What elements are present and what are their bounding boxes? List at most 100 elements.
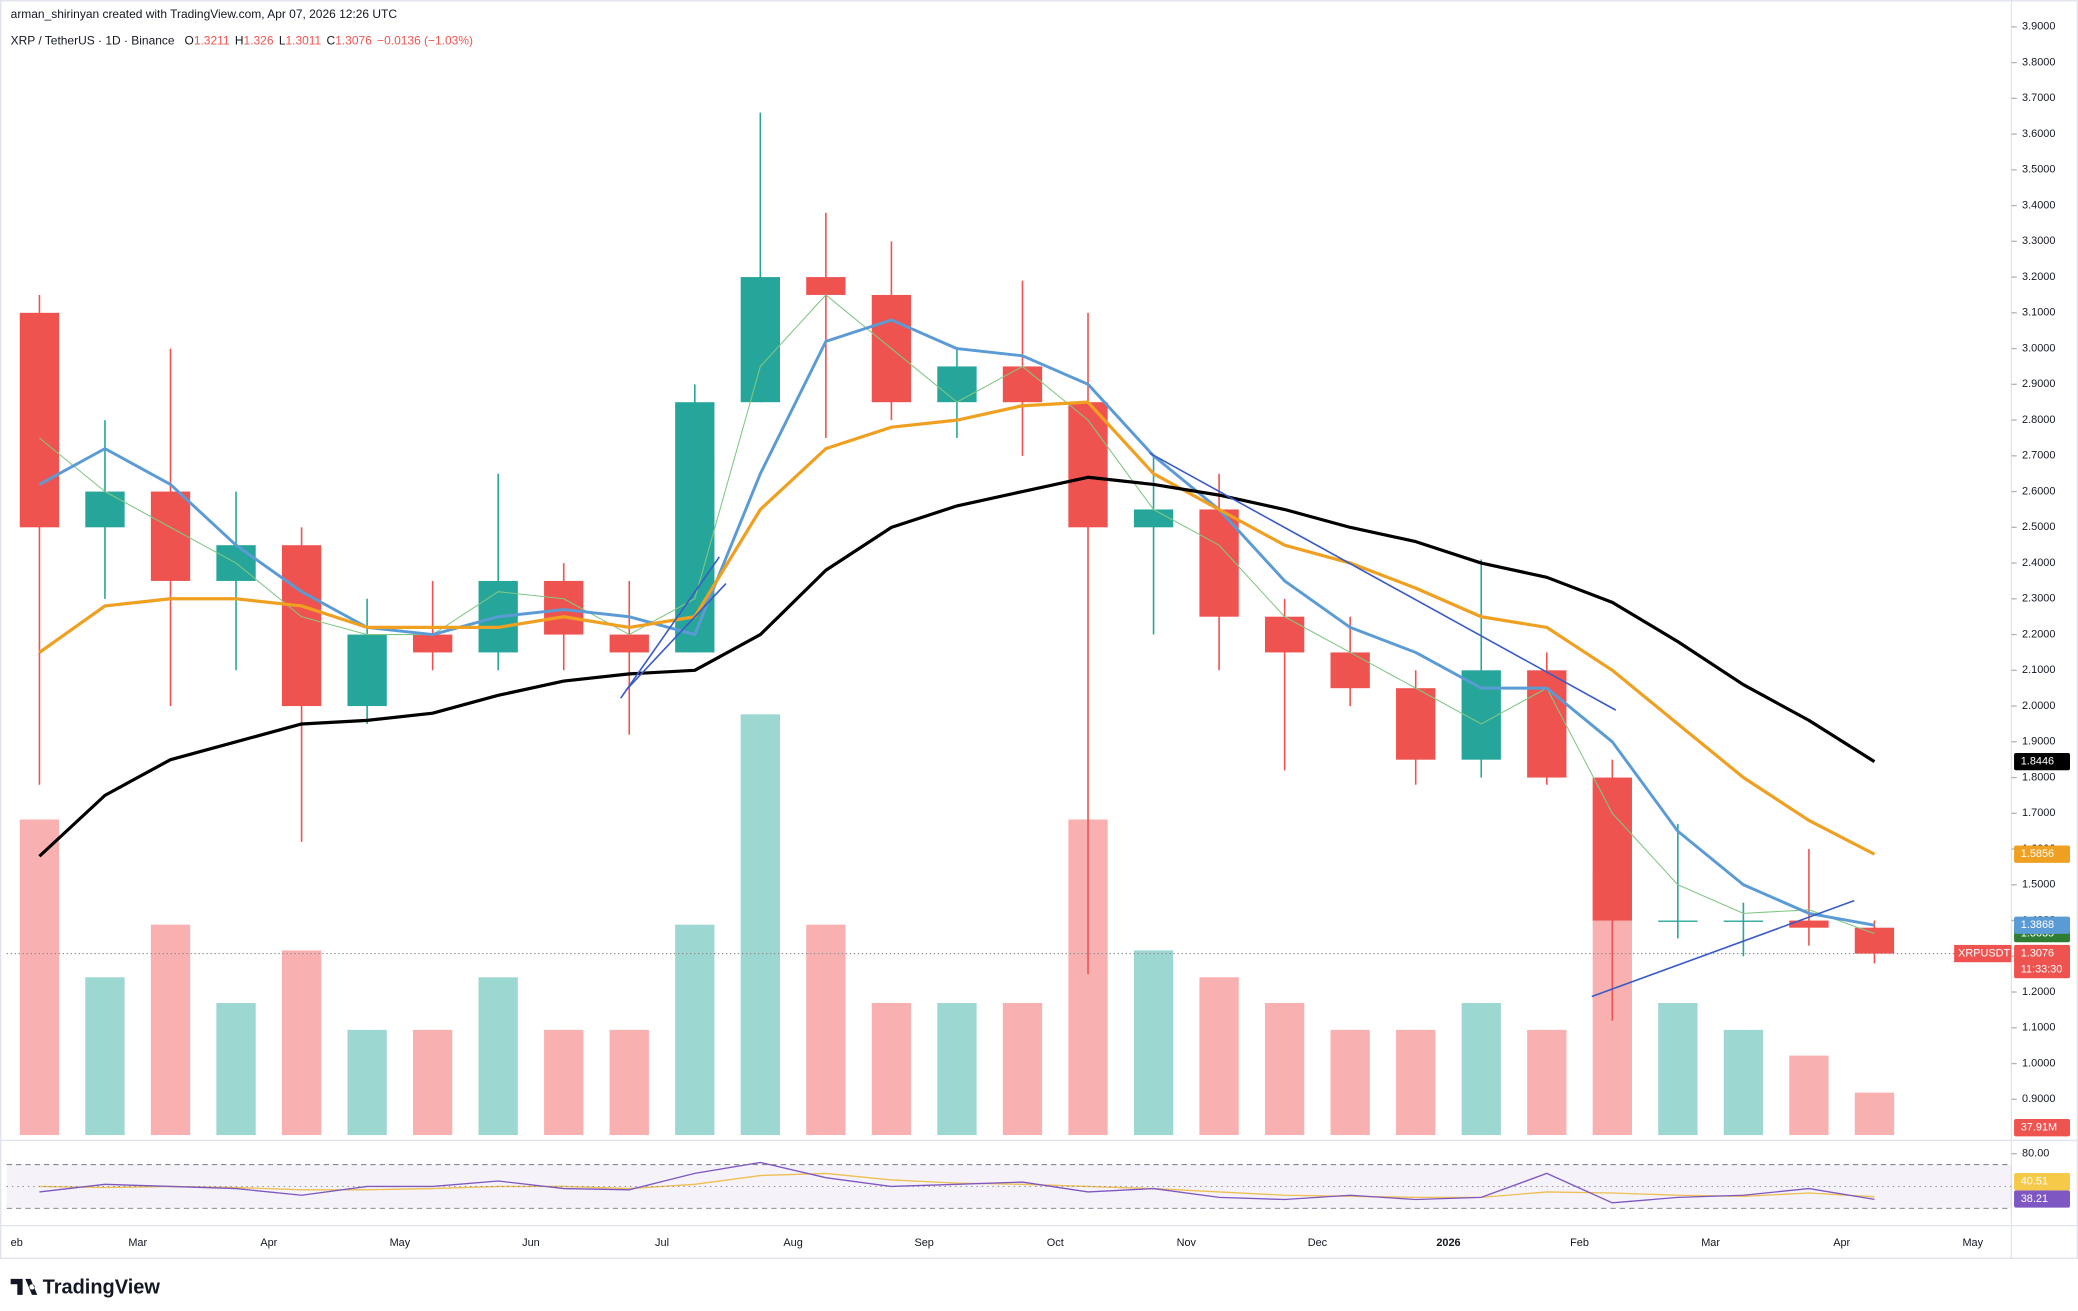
y-tick-label: 2.2000 xyxy=(2022,628,2055,640)
x-tick-label: Apr xyxy=(260,1237,277,1249)
ohlc-value: 1.3011 xyxy=(285,34,321,48)
legend-gap xyxy=(179,34,182,48)
volume-bar xyxy=(675,924,715,1136)
price-tag xyxy=(2014,944,2071,979)
y-tick-label: 1.0000 xyxy=(2022,1057,2055,1069)
y-tick-label: 0.9000 xyxy=(2022,1093,2055,1105)
brand-logo xyxy=(10,1278,38,1295)
volume-bar xyxy=(544,1029,584,1136)
last-price-label: 1.3076 xyxy=(2021,947,2054,959)
y-tick-label: 2.8000 xyxy=(2022,414,2055,426)
candle-body xyxy=(1461,670,1501,760)
y-tick-label: 3.5000 xyxy=(2022,164,2055,176)
volume-bar xyxy=(1133,950,1174,1136)
trend-lines xyxy=(620,452,1855,998)
candle-body xyxy=(1002,366,1043,403)
brand: TradingView xyxy=(10,1277,160,1299)
candle-body xyxy=(281,545,322,707)
volume-bar xyxy=(1264,1003,1305,1136)
candle-body xyxy=(544,580,584,635)
y-tick-label: 2.5000 xyxy=(2022,521,2055,533)
candle-body xyxy=(1854,927,1895,954)
symbol-tag: XRPUSDT xyxy=(1958,947,2010,959)
x-tick-label: Jun xyxy=(522,1237,540,1249)
change: −0.0136 (−1.03%) xyxy=(377,34,473,48)
volume-bar xyxy=(281,950,322,1136)
candle-body xyxy=(1658,920,1698,922)
candle-body xyxy=(1199,509,1239,617)
trend-line xyxy=(620,556,720,699)
volume-bar xyxy=(1330,1029,1370,1136)
volume-bar xyxy=(1527,1029,1567,1136)
y-tick-label: 3.1000 xyxy=(2022,307,2055,319)
candle-body xyxy=(806,277,846,295)
volume-tag: 37.91M xyxy=(2021,1122,2057,1134)
x-tick-label: Nov xyxy=(1177,1237,1197,1249)
rsi-tag-bg xyxy=(2014,1190,2071,1208)
moving-average xyxy=(38,318,1875,927)
symbol-title: XRP / TetherUS · 1D · Binance xyxy=(11,34,175,48)
rsi-tick-label: 80.00 xyxy=(2022,1148,2049,1160)
x-tick-label: May xyxy=(390,1237,411,1249)
volume-bar xyxy=(1002,1003,1043,1136)
ohlc-key: O xyxy=(185,34,194,48)
volume-bar xyxy=(216,1003,256,1136)
price-tag-label: 1.8446 xyxy=(2021,756,2054,768)
y-tick-label: 3.8000 xyxy=(2022,56,2055,68)
price-tag-label: 1.5856 xyxy=(2021,848,2054,860)
trend-line xyxy=(1149,452,1617,711)
candle-body xyxy=(347,634,387,707)
y-tick-label: 3.9000 xyxy=(2022,21,2055,33)
moving-average xyxy=(38,400,1876,856)
candle-body xyxy=(150,491,191,581)
candle-body xyxy=(1330,652,1370,689)
price-tag xyxy=(2014,916,2071,934)
volume-bar xyxy=(609,1029,649,1136)
x-tick-label: Oct xyxy=(1047,1237,1064,1249)
candle-body xyxy=(1723,920,1764,922)
price-tag-label: 1.3868 xyxy=(2021,919,2054,931)
candle-body xyxy=(1789,920,1829,928)
candle-body xyxy=(1592,777,1632,921)
y-tick-label: 2.0000 xyxy=(2022,700,2055,712)
y-tick-label: 3.2000 xyxy=(2022,271,2055,283)
y-tick-label: 1.7000 xyxy=(2022,807,2055,819)
candle-body xyxy=(19,312,60,528)
y-tick-label: 2.7000 xyxy=(2022,450,2055,462)
ohlc-key: L xyxy=(279,34,286,48)
y-tick-label: 2.3000 xyxy=(2022,593,2055,605)
y-tick-label: 1.5000 xyxy=(2022,879,2055,891)
y-tick-label: 3.3000 xyxy=(2022,235,2055,247)
x-tick-label: May xyxy=(1962,1237,1983,1249)
volume-bar xyxy=(871,1003,912,1136)
y-tick-label: 1.1000 xyxy=(2022,1022,2055,1034)
volume-bar xyxy=(937,1003,977,1136)
volume-bar xyxy=(478,977,518,1136)
x-tick-label: Dec xyxy=(1308,1237,1328,1249)
ohlc-value: 1.326 xyxy=(244,34,274,48)
volume-bar xyxy=(806,924,846,1136)
y-tick-label: 1.8000 xyxy=(2022,771,2055,783)
x-tick-label: Feb xyxy=(1570,1237,1589,1249)
candle-body xyxy=(609,634,649,653)
volume-bar xyxy=(740,714,780,1136)
volume-bar xyxy=(1199,977,1239,1136)
volume-bar xyxy=(412,1029,453,1136)
y-tick-label: 2.9000 xyxy=(2022,378,2055,390)
volume-bar xyxy=(1396,1029,1436,1136)
candle-body xyxy=(740,277,780,403)
candle-body xyxy=(85,491,125,528)
y-tick-label: 3.6000 xyxy=(2022,128,2055,140)
symbol-tag-bg xyxy=(1954,944,2012,963)
price-tag xyxy=(2014,845,2071,863)
volume-bar xyxy=(1789,1055,1829,1136)
volume-bar xyxy=(19,819,60,1136)
moving-average xyxy=(39,294,1875,935)
credit: arman_shirinyan created with TradingView… xyxy=(11,7,398,21)
rsi-tag-bg xyxy=(2014,1173,2071,1191)
volume-bar xyxy=(1461,1003,1501,1136)
ohlc-value: 1.3211 xyxy=(194,34,230,48)
x-tick-label: Jul xyxy=(655,1237,669,1249)
